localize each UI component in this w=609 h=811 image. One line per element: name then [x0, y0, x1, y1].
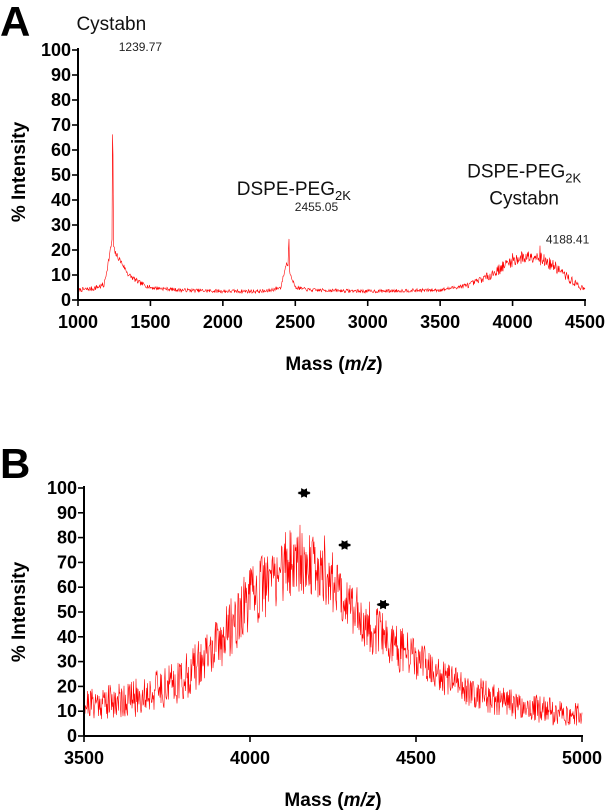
- panel-a-y-tick-label: 70: [51, 115, 71, 135]
- panel-a-letter: A: [0, 0, 30, 45]
- panel-a-x-tick-label: 2000: [203, 312, 243, 332]
- panel-b-plot-area: 0 10 20 30 40 50 60 70 80 90 100 3500 4000 4500 5000: [47, 478, 602, 768]
- panel-a-y-tick-label: 100: [41, 40, 71, 60]
- panel-a-annotation-second-line: Cystabn: [489, 189, 559, 210]
- panel-a-annotation: DSPE-PEG2K: [467, 162, 581, 186]
- panel-b-letter: B: [0, 440, 30, 487]
- panel-b-y-tick-label: 0: [67, 726, 77, 746]
- panel-b-y-tick-label: 70: [57, 552, 77, 572]
- panel-b-y-tick-label: 30: [57, 652, 77, 672]
- panel-a-y-tick-label: 50: [51, 165, 71, 185]
- panel-a-y-tick-label: 60: [51, 140, 71, 160]
- panel-a-y-tick-label: 90: [51, 65, 71, 85]
- panel-a-y-tick-label: 80: [51, 90, 71, 110]
- panel-b-x-tick-label: 3500: [64, 748, 104, 768]
- panel-b-x-tick-label: 4000: [230, 748, 270, 768]
- panel-b-y-tick-label: 80: [57, 528, 77, 548]
- panel-b-y-tick-label: 20: [57, 676, 77, 696]
- panel-a-y-tick-label: 10: [51, 265, 71, 285]
- panel-a-x-tick-label: 4500: [565, 312, 605, 332]
- panel-b-x-tick-label: 5000: [562, 748, 602, 768]
- panel-a-x-tick-label: 3000: [348, 312, 388, 332]
- panel-b-y-tick-label: 90: [57, 503, 77, 523]
- panel-b-x-tick-label: 4500: [396, 748, 436, 768]
- panel-a-y-tick-label: 0: [61, 290, 71, 310]
- panel-a-peak-label: 1239.77: [119, 40, 163, 54]
- panel-a-x-tick-label: 2500: [275, 312, 315, 332]
- panel-b-spectrum-line: [83, 524, 583, 726]
- panel-a-chart: A 0 10 20 30 40 50 60 70 80 90 100 1000 1500 2000 2500…: [0, 0, 605, 375]
- panel-a-x-axis-title: Mass (m/z): [285, 354, 382, 375]
- panel-a-peak-label: 4188.41: [546, 233, 590, 247]
- panel-a-peak-label: 2455.05: [295, 200, 339, 214]
- panel-a-y-axis-title: % Intensity: [9, 121, 30, 222]
- panel-b-y-tick-label: 10: [57, 701, 77, 721]
- panel-a-annotation: Cystabn: [76, 14, 146, 35]
- panel-a-spectrum-line: [77, 134, 586, 295]
- panel-b-y-tick-label: 50: [57, 602, 77, 622]
- panel-a-y-tick-label: 20: [51, 240, 71, 260]
- panel-b-y-axis-title: % Intensity: [9, 561, 30, 662]
- panel-b-chart: B 0 10 20 30 40 50 60 70 80 90 100 3500 4000 4500 5000…: [0, 440, 602, 811]
- panel-b-y-tick-label: 40: [57, 627, 77, 647]
- panel-a-x-tick-label: 1000: [58, 312, 98, 332]
- panel-b-x-axis-title: Mass (m/z): [284, 790, 381, 811]
- panel-b-y-tick-label: 100: [47, 478, 77, 498]
- panel-a-annotation: DSPE-PEG2K: [237, 179, 351, 203]
- panel-a-y-tick-label: 40: [51, 190, 71, 210]
- panel-a-plot-area: 0 10 20 30 40 50 60 70 80 90 100 1000 1500 2000 2500 30…: [41, 14, 605, 332]
- panel-a-x-tick-label: 1500: [130, 312, 170, 332]
- panel-a-y-tick-label: 30: [51, 215, 71, 235]
- panel-a-x-tick-label: 4000: [493, 312, 533, 332]
- panel-a-x-tick-label: 3500: [420, 312, 460, 332]
- panel-b-y-tick-label: 60: [57, 577, 77, 597]
